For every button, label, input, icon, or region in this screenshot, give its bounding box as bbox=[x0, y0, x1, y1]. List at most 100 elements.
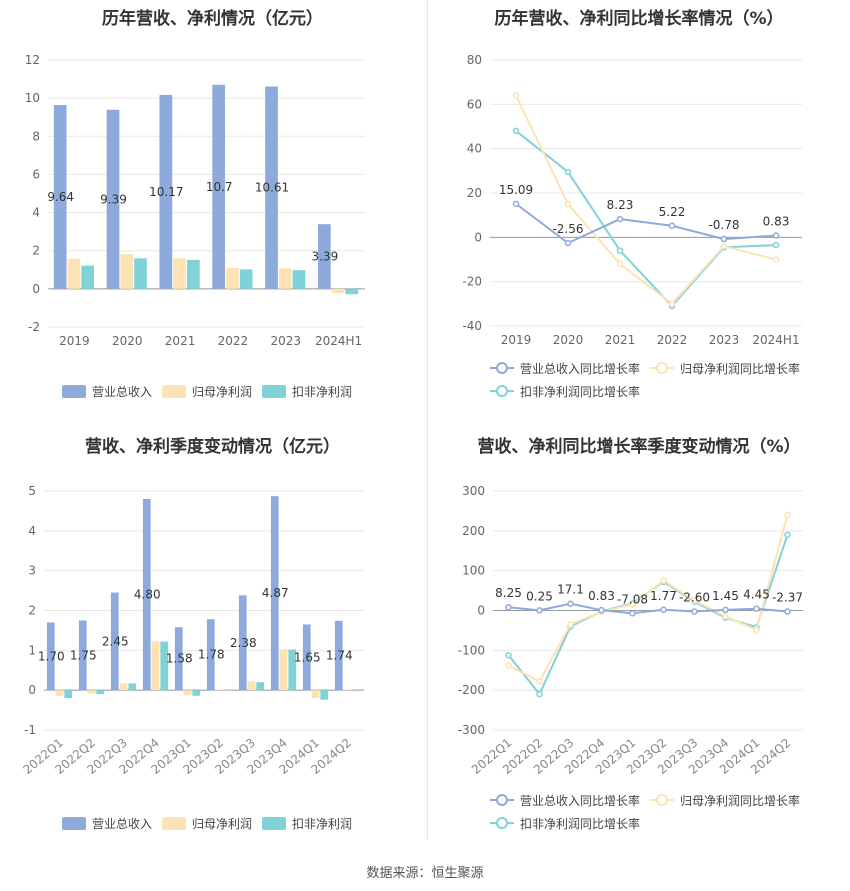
data-point bbox=[505, 603, 512, 611]
data-point bbox=[505, 651, 512, 659]
y-tick-label: -300 bbox=[458, 723, 485, 737]
y-tick-label: 60 bbox=[467, 97, 482, 111]
bar bbox=[279, 649, 288, 691]
data-point bbox=[753, 605, 760, 612]
y-tick-label: 3 bbox=[28, 564, 36, 578]
series-line bbox=[507, 534, 789, 697]
bar bbox=[186, 259, 200, 289]
chart-title: 历年营收、净利情况（亿元） bbox=[102, 9, 323, 29]
data-label: 1.70 bbox=[38, 649, 65, 663]
data-point bbox=[536, 690, 543, 698]
bar bbox=[212, 84, 226, 289]
data-point bbox=[784, 608, 791, 615]
chart-title: 营收、净利同比增长率季度变动情况（%） bbox=[477, 437, 801, 457]
legend-label: 归母净利润同比增长率 bbox=[680, 361, 800, 376]
bar bbox=[128, 683, 137, 691]
data-label: -2.56 bbox=[552, 222, 583, 236]
y-tick-label: 8 bbox=[32, 129, 40, 143]
x-tick-label: 2019 bbox=[501, 333, 532, 347]
data-label: 8.25 bbox=[495, 586, 522, 600]
bar bbox=[55, 690, 64, 697]
bar bbox=[110, 592, 119, 691]
data-label: 9.64 bbox=[47, 190, 74, 204]
bar bbox=[173, 258, 186, 289]
legend-swatch bbox=[162, 385, 186, 398]
legend-swatch bbox=[262, 817, 286, 830]
y-tick-label: 5 bbox=[28, 484, 36, 498]
annual-revenue-profit-chart: -2 0 2 4 6 8 10 12 2019 2020 2021 2022 2023 2024H1 9.6… bbox=[25, 53, 365, 399]
bar bbox=[256, 682, 265, 691]
y-tick-label: -200 bbox=[458, 683, 485, 697]
legend-swatch-marker bbox=[496, 362, 508, 374]
x-tick-label: 2022 bbox=[218, 334, 249, 348]
data-point bbox=[772, 232, 780, 239]
data-point bbox=[616, 247, 624, 254]
bar bbox=[352, 689, 361, 691]
data-label: -2.37 bbox=[772, 590, 803, 604]
data-point bbox=[564, 200, 572, 208]
data-point bbox=[564, 168, 572, 176]
legend-swatch-marker bbox=[656, 794, 668, 806]
data-label: 1.45 bbox=[712, 589, 739, 603]
bar bbox=[302, 624, 311, 691]
x-tick-label: 2024H1 bbox=[752, 333, 799, 347]
y-tick-label: -20 bbox=[462, 275, 482, 289]
legend-swatch-marker bbox=[496, 794, 508, 806]
data-point bbox=[784, 511, 791, 519]
data-label: 4.87 bbox=[262, 586, 289, 600]
data-point bbox=[691, 597, 698, 604]
bar bbox=[288, 649, 297, 691]
x-tick-label: 2023 bbox=[709, 333, 740, 347]
bar bbox=[345, 288, 359, 295]
annual-growth-rate-panel: 历年营收、净利同比增长率情况（%） -40 -20 0 20 40 60 80 2019 202… bbox=[428, 0, 850, 415]
data-point bbox=[536, 607, 543, 614]
legend-swatch bbox=[62, 385, 86, 398]
data-point bbox=[629, 610, 636, 617]
legend-label: 扣非净利润同比增长率 bbox=[520, 816, 640, 831]
vertical-divider bbox=[427, 0, 428, 840]
quarterly-growth-rate-panel: 营收、净利同比增长率季度变动情况（%） -300 -200 -100 0 100 200 3… bbox=[428, 420, 850, 840]
data-label: -0.78 bbox=[708, 218, 739, 232]
data-point bbox=[616, 260, 624, 268]
y-tick-label: 0 bbox=[477, 604, 485, 618]
data-label: 0.25 bbox=[526, 589, 553, 603]
y-tick-label: 0 bbox=[474, 230, 482, 244]
legend-label: 营业总收入同比增长率 bbox=[520, 793, 640, 808]
data-point bbox=[505, 662, 512, 669]
data-point bbox=[784, 531, 791, 539]
data-label: 10.17 bbox=[149, 185, 183, 199]
bar bbox=[320, 690, 329, 700]
bar bbox=[81, 265, 95, 289]
bar bbox=[238, 595, 247, 691]
data-point bbox=[660, 577, 667, 584]
series-line bbox=[515, 95, 777, 306]
data-point bbox=[567, 621, 574, 628]
bar bbox=[67, 258, 81, 289]
data-point bbox=[567, 600, 574, 607]
data-point bbox=[691, 608, 698, 615]
y-tick-label: -100 bbox=[458, 643, 485, 657]
bar bbox=[311, 690, 320, 699]
bar bbox=[120, 254, 134, 289]
legend-label: 扣非净利润 bbox=[292, 817, 352, 831]
data-point bbox=[660, 606, 667, 614]
y-tick-label: 80 bbox=[467, 53, 482, 67]
x-tick-label: 2020 bbox=[112, 334, 143, 348]
legend-swatch bbox=[262, 385, 286, 398]
y-tick-label: -2 bbox=[28, 320, 40, 334]
x-tick-label: 2021 bbox=[605, 333, 636, 347]
y-tick-label: 40 bbox=[467, 142, 482, 156]
x-tick-label: 2024H1 bbox=[315, 334, 362, 348]
legend-swatch-marker bbox=[656, 362, 668, 374]
legend-swatch bbox=[162, 817, 186, 830]
legend-swatch bbox=[62, 817, 86, 830]
bar bbox=[334, 620, 343, 691]
legend-label: 营业总收入 bbox=[92, 817, 152, 831]
legend-label: 扣非净利润 bbox=[292, 385, 352, 399]
legend-swatch-marker bbox=[496, 817, 508, 829]
bar bbox=[270, 496, 279, 691]
data-point bbox=[720, 242, 728, 250]
bar bbox=[292, 270, 306, 289]
bar bbox=[343, 689, 352, 691]
data-point bbox=[512, 200, 520, 208]
